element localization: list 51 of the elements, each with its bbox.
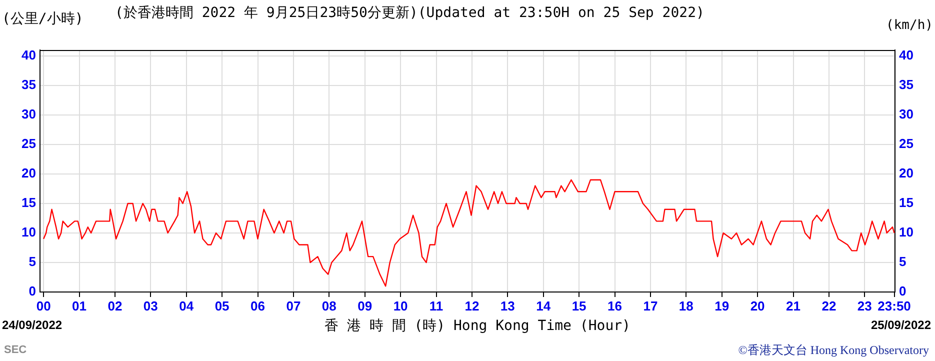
x-tick-label: 15 <box>572 298 586 314</box>
text: ©香港天文台 Hong Kong Observatory <box>738 342 929 359</box>
y-tick-label: 30 <box>22 106 36 122</box>
x-tick-label: 00 <box>36 298 51 314</box>
y2-tick-label: 0 <box>899 284 906 299</box>
y-tick-label: 5 <box>28 254 36 270</box>
x-tick-label: 21 <box>786 298 800 314</box>
x-tick-label: 01 <box>72 298 87 314</box>
x-tick-label: 04 <box>179 298 194 314</box>
x-tick-label: 03 <box>143 298 158 314</box>
x-tick-label: 19 <box>714 298 730 314</box>
y2-tick-label: 30 <box>899 106 914 122</box>
y-tick-label: 35 <box>22 76 36 92</box>
x-tick-label: 17 <box>643 298 658 314</box>
y-axis-title: (公里/小時) <box>2 10 84 28</box>
x-tick-label: 05 <box>214 298 230 314</box>
x-tick-label: 10 <box>393 298 408 314</box>
x-tick-label: 14 <box>536 298 552 314</box>
x-tick-label: 23 <box>857 298 872 314</box>
x-tick-label: 12 <box>464 298 480 314</box>
x-tick-label: 22 <box>822 298 836 314</box>
y2-tick-label: 20 <box>899 166 914 181</box>
y2-tick-label: 10 <box>899 224 914 240</box>
x-tick-label: 09 <box>358 298 372 314</box>
text: 25/09/2022 <box>870 318 931 332</box>
y2-tick-label: 15 <box>899 195 914 210</box>
y-tick-label: 0 <box>28 284 36 299</box>
y-tick-label: 10 <box>22 224 36 240</box>
text: SEC <box>4 344 27 356</box>
y-tick-label: 20 <box>22 166 36 181</box>
y2-tick-label: 25 <box>899 136 914 152</box>
x-tick-label: 23:50 <box>878 298 911 314</box>
x-tick-label: 11 <box>429 298 444 314</box>
x-tick-label: 20 <box>750 298 765 314</box>
x-tick-label: 08 <box>322 298 336 314</box>
x-tick-label: 06 <box>250 298 265 314</box>
x-axis-title: 香 港 時 間 (時) Hong Kong Time (Hour) <box>324 318 630 334</box>
y-tick-label: 15 <box>22 195 36 210</box>
x-tick-label: 07 <box>286 298 301 314</box>
x-tick-label: 16 <box>608 298 622 314</box>
y2-tick-label: 5 <box>899 254 906 270</box>
chart-title: (於香港時間 2022 年 9月25日23時50分更新)(Updated at 23:50H on 25 Sep 2022) <box>115 4 704 22</box>
text: 24/09/2022 <box>2 318 62 332</box>
x-tick-label: 02 <box>108 298 122 314</box>
y2-axis-title: (km/h) <box>886 18 933 33</box>
x-tick-label: 18 <box>678 298 694 314</box>
y-tick-label: 25 <box>22 136 36 152</box>
y2-tick-label: 35 <box>899 76 914 92</box>
y2-tick-label: 40 <box>899 47 914 62</box>
x-tick-label: 13 <box>500 298 515 314</box>
y-tick-label: 40 <box>22 47 36 62</box>
